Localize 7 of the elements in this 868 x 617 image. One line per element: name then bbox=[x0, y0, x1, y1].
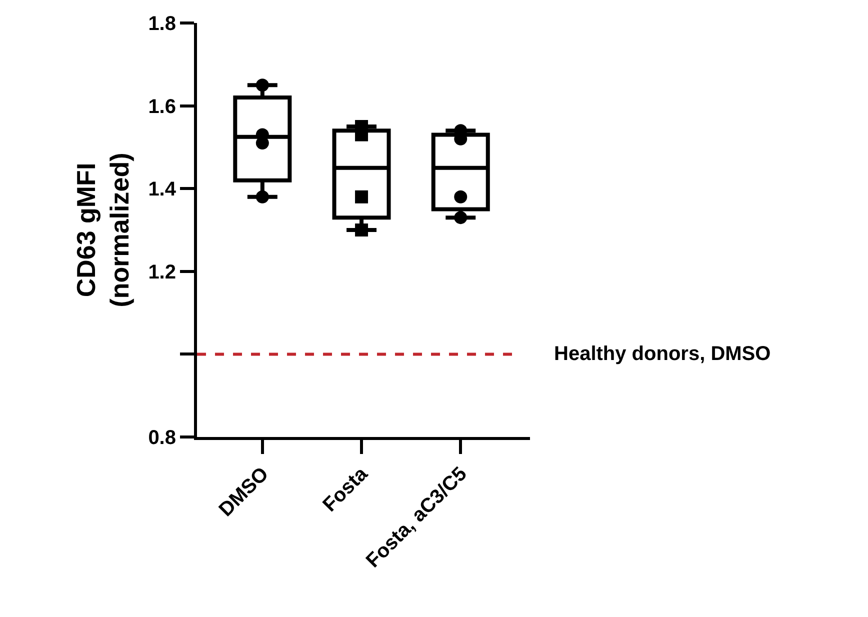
y-tick-label: 1.6 bbox=[148, 96, 176, 118]
y-axis-title: CD63 gMFI (normalized) bbox=[70, 152, 135, 308]
y-tick-label: 1.2 bbox=[148, 261, 176, 284]
y-tick-label: 0.8 bbox=[148, 427, 176, 449]
y-tick-label: 1.8 bbox=[148, 13, 176, 35]
y-tick-label: 1.4 bbox=[148, 178, 177, 201]
ref-line-label: Healthy donors, DMSO bbox=[554, 343, 771, 365]
